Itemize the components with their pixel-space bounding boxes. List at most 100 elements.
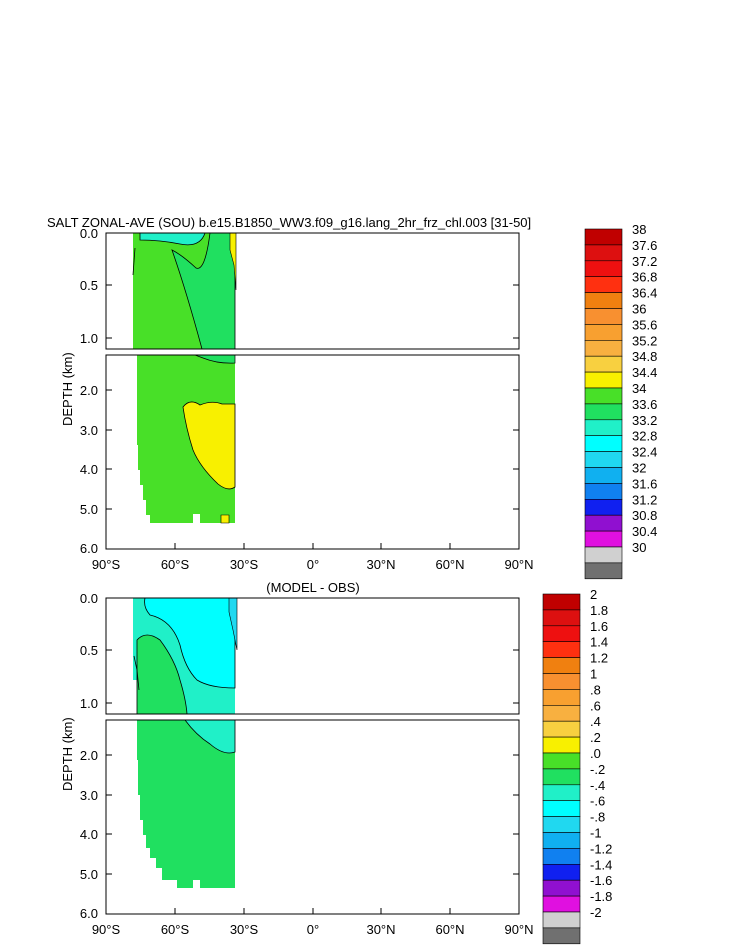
bottom-upper-box bbox=[105, 597, 520, 715]
colorbar-label: -1 bbox=[590, 826, 602, 841]
colorbar-cell bbox=[584, 244, 623, 262]
bottom-colorbar: 21.81.61.41.21.8.6.4.2.0-.2-.4-.6-.8-1-1… bbox=[542, 587, 612, 945]
colorbar-cell bbox=[584, 419, 623, 436]
bottom-xtick-label: 90°S bbox=[92, 922, 121, 937]
top-ytick-label: 0.0 bbox=[80, 226, 98, 241]
bottom-aqua-overlap bbox=[184, 719, 236, 754]
top-ytick-label: 1.0 bbox=[80, 331, 98, 346]
top-upper-box bbox=[105, 232, 520, 350]
colorbar-label: 31.6 bbox=[632, 476, 657, 491]
colorbar-label: 30.8 bbox=[632, 508, 657, 523]
top-green-deep bbox=[137, 355, 235, 523]
colorbar-cell bbox=[584, 339, 623, 357]
colorbar-cell bbox=[584, 483, 623, 500]
colorbar-cell bbox=[584, 530, 623, 548]
top-yellow-blob bbox=[182, 401, 236, 490]
top-y-ticks bbox=[106, 232, 519, 510]
colorbar-cell bbox=[542, 768, 581, 786]
colorbar-label: -.8 bbox=[590, 810, 605, 825]
colorbar-label: 36.4 bbox=[632, 286, 657, 301]
colorbar-label: 37.2 bbox=[632, 254, 657, 269]
bottom-ytick-label: 6.0 bbox=[80, 906, 98, 921]
bottom-ylabel: DEPTH (km) bbox=[60, 717, 75, 791]
colorbar-cell bbox=[542, 736, 581, 754]
top-xtick-label: 60°S bbox=[161, 557, 190, 572]
colorbar-cell bbox=[584, 260, 623, 277]
bottom-x-ticks bbox=[174, 908, 451, 914]
top-emerald-region bbox=[171, 232, 236, 350]
top-ytick-label: 2.0 bbox=[80, 383, 98, 398]
top-xtick-label: 30°S bbox=[230, 557, 259, 572]
colorbar-cell bbox=[542, 673, 581, 690]
colorbar-cell bbox=[542, 911, 581, 929]
colorbar-label: -.6 bbox=[590, 794, 605, 809]
colorbar-label: 36 bbox=[632, 302, 646, 317]
colorbar-label: -2 bbox=[590, 905, 602, 920]
colorbar-cell bbox=[584, 292, 623, 309]
colorbar-label: 34.4 bbox=[632, 365, 657, 380]
top-aqua-cap bbox=[139, 232, 206, 246]
colorbar-cell bbox=[542, 752, 581, 770]
bottom-ytick-label: 2.0 bbox=[80, 748, 98, 763]
colorbar-label: 34.8 bbox=[632, 349, 657, 364]
bottom-xtick-label: 30°S bbox=[230, 922, 259, 937]
bottom-ytick-label: 3.0 bbox=[80, 788, 98, 803]
colorbar-cell bbox=[584, 355, 623, 373]
colorbar-cell bbox=[584, 435, 623, 452]
colorbar-cell bbox=[542, 800, 581, 817]
colorbar-label: 1 bbox=[590, 667, 597, 682]
colorbar-label: 35.2 bbox=[632, 333, 657, 348]
colorbar-cell bbox=[584, 467, 623, 484]
bottom-panel-title: (MODEL - OBS) bbox=[266, 580, 359, 595]
colorbar-label: 36.8 bbox=[632, 270, 657, 285]
colorbar-label: 32 bbox=[632, 461, 646, 476]
colorbar-cell bbox=[542, 848, 581, 865]
bottom-xtick-label: 0° bbox=[307, 922, 319, 937]
colorbar-cell bbox=[542, 832, 581, 849]
bottom-cyan-region bbox=[144, 597, 236, 689]
colorbar-cell bbox=[584, 228, 623, 246]
colorbar-cell bbox=[542, 625, 581, 642]
colorbar-cell bbox=[584, 451, 623, 468]
colorbar-label: 2 bbox=[590, 587, 597, 602]
bottom-ytick-label: 0.0 bbox=[80, 591, 98, 606]
colorbar-label: 30.4 bbox=[632, 524, 657, 539]
colorbar-cell bbox=[542, 816, 581, 833]
colorbar-cell bbox=[542, 784, 581, 801]
colorbar-label: 37.6 bbox=[632, 238, 657, 253]
bottom-emerald-wedge bbox=[136, 634, 188, 715]
colorbar-cell bbox=[584, 562, 623, 580]
colorbar-label: 31.2 bbox=[632, 492, 657, 507]
top-ytick-label: 0.5 bbox=[80, 278, 98, 293]
colorbar-cell bbox=[542, 863, 581, 881]
top-xtick-label: 90°N bbox=[504, 557, 533, 572]
bottom-upper-field bbox=[133, 597, 238, 715]
bottom-xtick-label: 30°N bbox=[366, 922, 395, 937]
colorbar-label: -1.8 bbox=[590, 889, 612, 904]
bottom-ytick-label: 0.5 bbox=[80, 643, 98, 658]
bottom-lower-field bbox=[137, 719, 236, 888]
colorbar-cell bbox=[584, 371, 623, 389]
bottom-ytick-label: 5.0 bbox=[80, 867, 98, 882]
top-xtick-label: 0° bbox=[307, 557, 319, 572]
colorbar-cell bbox=[542, 720, 581, 738]
colorbar-cell bbox=[584, 403, 623, 421]
top-ytick-label: 4.0 bbox=[80, 462, 98, 477]
bottom-left-contour bbox=[133, 655, 140, 691]
colorbar-label: -1.6 bbox=[590, 873, 612, 888]
colorbar-label: 33.2 bbox=[632, 413, 657, 428]
top-ytick-label: 5.0 bbox=[80, 502, 98, 517]
colorbar-label: 1.8 bbox=[590, 603, 608, 618]
top-xtick-label: 60°N bbox=[435, 557, 464, 572]
colorbar-cell bbox=[584, 308, 623, 325]
colorbar-label: 35.6 bbox=[632, 317, 657, 332]
top-left-edge-contour bbox=[132, 247, 136, 276]
bottom-emerald-deep bbox=[137, 720, 235, 888]
bottom-ytick-label: 1.0 bbox=[80, 696, 98, 711]
top-x-ticks bbox=[174, 543, 451, 549]
colorbar-label: -.2 bbox=[590, 762, 605, 777]
colorbar-cell bbox=[542, 593, 581, 611]
colorbar-label: -1.4 bbox=[590, 857, 612, 872]
colorbar-cell bbox=[542, 704, 581, 722]
colorbar-cell bbox=[584, 546, 623, 564]
